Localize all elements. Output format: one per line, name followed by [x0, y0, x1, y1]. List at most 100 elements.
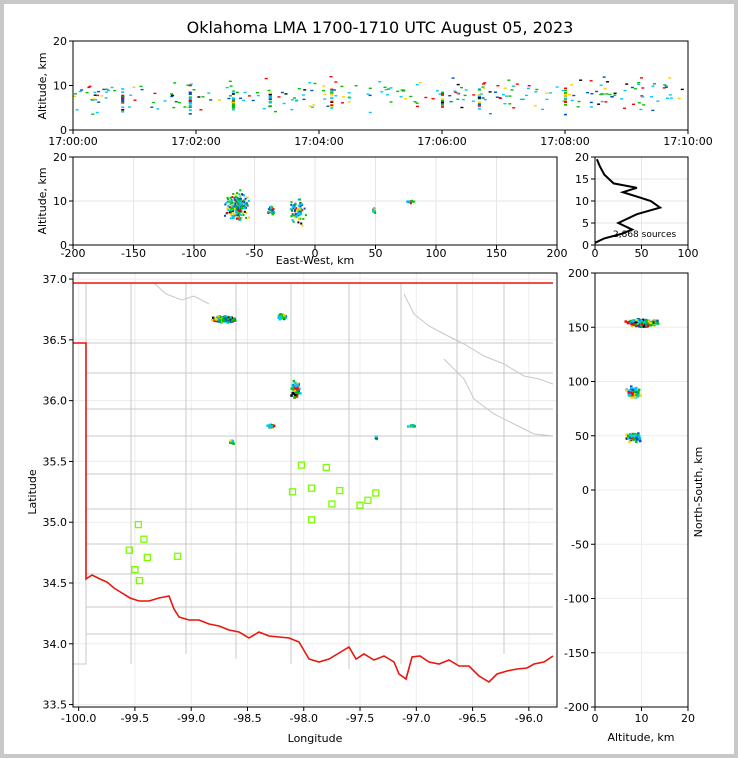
- time-altitude-source: [483, 99, 487, 101]
- east-west-source: [229, 217, 232, 220]
- time-altitude-source: [448, 95, 452, 97]
- time-altitude-source: [576, 106, 580, 108]
- time-altitude-source: [668, 94, 672, 96]
- east-west-source: [243, 199, 246, 202]
- time-altitude-source: [441, 92, 444, 94]
- time-altitude-source: [284, 93, 288, 95]
- plan-view-sources: [211, 313, 416, 445]
- time-altitude-source: [105, 88, 109, 90]
- plan-view-source: [297, 391, 300, 395]
- time-altitude-source: [637, 82, 641, 84]
- altitude-tick-label: 10: [635, 712, 649, 725]
- time-tick-label: 17:10:00: [663, 135, 712, 148]
- time-altitude-source: [121, 97, 125, 99]
- east-west-source: [237, 213, 240, 216]
- plan-view-source: [295, 390, 299, 393]
- time-altitude-source: [329, 76, 333, 78]
- histogram-tick-label: 15: [575, 173, 589, 186]
- altitude-north-south-source: [635, 440, 638, 443]
- altitude-north-south-source: [630, 436, 634, 440]
- east-west-source: [248, 216, 250, 219]
- plan-view-xlabel: Longitude: [288, 732, 343, 745]
- histogram-tick-label: 10: [575, 195, 589, 208]
- east-west-source: [237, 208, 239, 211]
- time-altitude-source: [231, 91, 235, 93]
- time-altitude-source: [670, 97, 673, 99]
- altitude-north-south-source: [635, 434, 639, 437]
- east-west-source: [413, 200, 416, 203]
- time-altitude-source: [460, 86, 463, 89]
- time-altitude-source: [526, 87, 530, 90]
- east-west-source: [235, 194, 238, 197]
- east-west-source: [246, 203, 249, 206]
- time-altitude-source: [680, 88, 684, 91]
- plan-view-source: [231, 441, 234, 445]
- histogram-tick-label: 20: [575, 151, 589, 164]
- time-altitude-source: [431, 98, 435, 100]
- time-altitude-source: [247, 95, 251, 97]
- time-altitude-source: [625, 83, 629, 85]
- time-altitude-source: [121, 91, 125, 93]
- east-west-tick-label: 100: [426, 247, 447, 260]
- plan-view-source: [279, 316, 282, 319]
- time-altitude-source: [665, 97, 669, 99]
- time-altitude-source: [630, 86, 634, 89]
- time-altitude-source: [650, 96, 653, 98]
- east-west-source: [243, 206, 246, 208]
- lma-figure: Oklahoma LMA 1700-1710 UTC August 05, 20…: [26, 18, 713, 745]
- altitude-north-south-source: [633, 322, 636, 325]
- altitude-north-south-source: [631, 432, 635, 436]
- time-altitude-source: [441, 103, 444, 105]
- time-altitude-source: [555, 86, 559, 88]
- altitude-tick-label: 10: [53, 80, 67, 93]
- time-altitude-source: [441, 104, 444, 107]
- time-altitude-source: [282, 102, 286, 105]
- time-altitude-source: [400, 89, 404, 91]
- altitude-north-south-source: [634, 388, 638, 392]
- time-altitude-source: [93, 91, 97, 94]
- plan-view-source: [215, 319, 218, 323]
- plan-view-source: [293, 396, 297, 399]
- time-altitude-source: [549, 92, 552, 94]
- time-altitude-source: [264, 77, 268, 80]
- east-west-source: [300, 210, 303, 213]
- time-altitude-source: [453, 90, 457, 92]
- east-west-source: [241, 205, 244, 208]
- time-altitude-source: [441, 99, 444, 102]
- plan-view-source: [222, 319, 225, 322]
- east-west-source: [226, 211, 229, 214]
- altitude-north-south-source: [649, 324, 652, 327]
- time-altitude-source: [525, 94, 528, 97]
- east-west-source: [241, 200, 244, 203]
- east-west-source: [238, 200, 241, 203]
- east-west-source: [240, 200, 243, 202]
- time-altitude-source: [456, 98, 460, 100]
- east-west-source: [374, 208, 377, 211]
- east-west-source: [243, 207, 246, 210]
- east-west-source: [273, 211, 276, 213]
- time-altitude-axes: [72, 40, 689, 131]
- east-west-source: [239, 195, 242, 198]
- time-altitude-source: [74, 93, 77, 95]
- time-altitude-source: [294, 100, 298, 102]
- east-west-source: [291, 213, 294, 216]
- time-altitude-source: [121, 99, 125, 102]
- east-west-source: [406, 200, 408, 203]
- east-west-source: [243, 204, 246, 207]
- east-west-xlabel: East-West, km: [276, 254, 354, 267]
- east-west-source: [298, 207, 301, 210]
- time-altitude-source: [156, 108, 160, 110]
- time-altitude-source: [188, 101, 192, 104]
- time-altitude-source: [231, 105, 235, 108]
- time-altitude-source: [505, 95, 508, 97]
- time-altitude-source: [477, 94, 481, 96]
- time-altitude-source: [637, 83, 641, 86]
- east-west-source: [243, 194, 245, 197]
- time-altitude-source: [174, 101, 178, 103]
- east-west-source: [237, 209, 240, 212]
- time-altitude-source: [461, 98, 465, 101]
- time-altitude-source: [663, 84, 667, 86]
- plan-view-source: [295, 391, 298, 394]
- time-altitude-source: [564, 101, 567, 103]
- altitude-north-south-source: [642, 325, 645, 328]
